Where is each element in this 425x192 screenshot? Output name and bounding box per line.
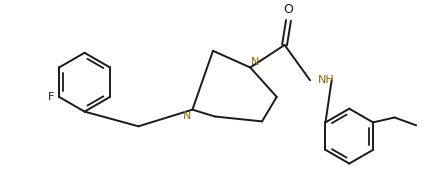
Text: F: F <box>48 92 54 102</box>
Text: NH: NH <box>318 75 334 85</box>
Text: N: N <box>183 111 191 121</box>
Text: O: O <box>283 2 293 16</box>
Text: N: N <box>251 56 260 66</box>
